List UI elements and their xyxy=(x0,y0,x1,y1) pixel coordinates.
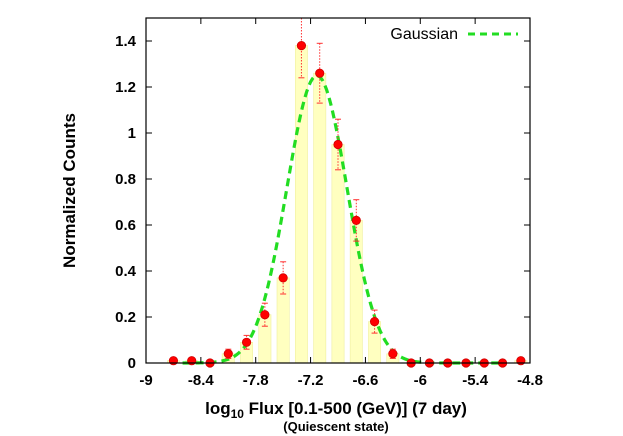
data-point xyxy=(168,356,179,366)
data-point xyxy=(296,40,307,51)
y-tick-label: 0.6 xyxy=(115,217,136,234)
data-point xyxy=(333,139,343,150)
data-point xyxy=(241,337,252,347)
y-tick-label: 1 xyxy=(128,125,136,142)
data-point xyxy=(388,349,398,359)
histogram-bar xyxy=(331,144,345,364)
legend: Gaussian xyxy=(390,26,518,43)
y-tick-label: 0 xyxy=(128,355,136,372)
y-tick-label: 1.2 xyxy=(115,79,136,96)
x-axis-label-rest: Flux [0.1-500 (GeV)] (7 day) xyxy=(244,399,467,418)
data-point xyxy=(351,215,361,225)
data-point xyxy=(516,356,526,366)
x-axis-label-subscript: 10 xyxy=(231,407,245,421)
legend-label-gaussian: Gaussian xyxy=(390,26,458,43)
x-tick-label: -9 xyxy=(139,372,152,389)
histogram-bar xyxy=(276,277,290,364)
histogram-bar xyxy=(313,72,327,364)
x-ticks-layer: -9 -8.4 -7.8 -7.2 -6.6 -6 -5.4 -4.8 xyxy=(139,18,543,389)
y-axis-label: Normalized Counts xyxy=(60,113,79,268)
x-tick-label: -8.4 xyxy=(188,372,215,389)
x-axis-label: log10 Flux [0.1-500 (GeV)] (7 day) xyxy=(205,399,467,421)
x-tick-label: -6 xyxy=(414,372,427,389)
gaussian-curve xyxy=(182,73,503,365)
x-tick-label: -6.6 xyxy=(352,372,378,389)
y-ticks-layer: 0 0.2 0.4 0.6 0.8 1 1.2 1.4 xyxy=(115,33,530,372)
plot-frame xyxy=(145,17,531,364)
data-point xyxy=(187,356,197,366)
y-tick-label: 0.4 xyxy=(115,263,137,280)
y-tick-label: 0.2 xyxy=(115,309,136,326)
gaussian-curve-layer xyxy=(182,73,503,365)
x-axis-label-prefix: log xyxy=(205,399,231,418)
x-tick-label: -4.8 xyxy=(517,372,543,389)
data-points-layer xyxy=(168,40,526,368)
data-point xyxy=(278,273,288,283)
data-point xyxy=(223,349,233,359)
x-tick-label: -7.8 xyxy=(243,372,269,389)
x-tick-label: -5.4 xyxy=(462,372,489,389)
data-point xyxy=(315,68,325,78)
y-tick-label: 1.4 xyxy=(115,33,137,50)
y-tick-label: 0.8 xyxy=(115,171,136,188)
x-tick-label: -7.2 xyxy=(298,372,324,389)
bars-layer xyxy=(166,45,528,364)
data-point xyxy=(369,316,380,327)
data-point xyxy=(260,310,270,320)
x-axis-note: (Quiescent state) xyxy=(283,419,388,434)
